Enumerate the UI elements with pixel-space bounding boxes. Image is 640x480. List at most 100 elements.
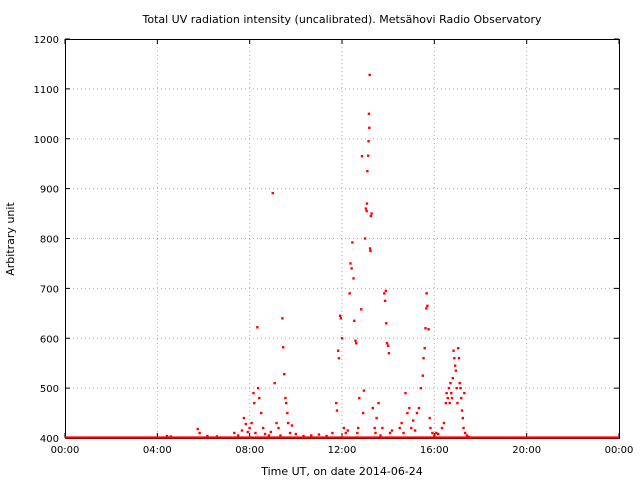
data-point [442, 421, 446, 425]
data-point [246, 430, 249, 434]
data-point [338, 314, 342, 318]
data-point [360, 308, 363, 311]
data-point [233, 431, 236, 435]
data-point [350, 267, 353, 270]
data-point [413, 429, 417, 432]
data-point [375, 416, 378, 420]
x-tick-label: 00:00 [51, 445, 80, 456]
data-point [353, 319, 356, 322]
data-point [450, 391, 453, 395]
data-point [242, 416, 246, 420]
x-axis-label: Time UT, on date 2014-06-24 [260, 465, 423, 478]
data-point [404, 391, 407, 395]
data-point [342, 426, 346, 430]
data-point [215, 435, 219, 438]
data-point [335, 401, 338, 405]
data-point [294, 432, 298, 436]
data-point [453, 357, 456, 360]
y-tick-label: 1200 [34, 35, 59, 46]
data-point [425, 307, 428, 310]
data-point [358, 396, 361, 400]
data-point [260, 411, 263, 415]
data-point [271, 191, 274, 195]
data-point [169, 435, 172, 438]
data-point [352, 277, 355, 280]
data-point [445, 391, 448, 395]
data-point [454, 369, 458, 372]
data-point [388, 431, 392, 435]
data-point [273, 381, 276, 385]
data-point [256, 326, 259, 329]
data-point [386, 344, 390, 347]
data-point [363, 237, 367, 240]
data-point [385, 342, 389, 345]
data-point [383, 299, 387, 303]
data-point [400, 421, 403, 425]
data-point [240, 429, 244, 432]
data-point [435, 431, 438, 435]
data-point [364, 207, 368, 210]
data-point [340, 337, 344, 340]
y-tick-label: 600 [40, 334, 59, 345]
data-point [433, 434, 436, 437]
data-point [369, 249, 372, 253]
data-point [440, 426, 444, 430]
data-point [424, 327, 427, 330]
data-point [261, 426, 265, 430]
data-point [383, 292, 386, 295]
data-point [456, 401, 459, 405]
data-point [367, 140, 370, 143]
data-point [460, 409, 464, 412]
x-tick-label: 16:00 [420, 445, 449, 456]
data-point [377, 401, 380, 405]
data-point [374, 431, 377, 435]
data-point [402, 431, 405, 435]
data-point [452, 349, 455, 352]
data-point [387, 352, 391, 355]
data-point [258, 396, 261, 400]
data-point [275, 421, 278, 425]
data-point [361, 411, 365, 415]
data-point [355, 342, 358, 345]
data-point [455, 386, 458, 390]
data-point [351, 241, 354, 244]
data-point [256, 386, 260, 390]
data-point [381, 426, 384, 430]
data-point [447, 386, 451, 390]
data-point [390, 429, 394, 432]
data-point [408, 406, 411, 410]
data-point [427, 328, 430, 331]
data-point [463, 431, 467, 435]
data-point [337, 357, 341, 360]
data-point [365, 202, 369, 205]
data-point [428, 416, 431, 420]
data-point [277, 426, 280, 430]
x-tick-label: 04:00 [143, 445, 172, 456]
data-point [356, 426, 360, 430]
data-point [336, 349, 340, 352]
data-point [431, 431, 434, 435]
data-point [317, 433, 321, 436]
data-point [410, 426, 413, 430]
data-point [406, 411, 409, 415]
data-point [325, 434, 328, 438]
data-point [269, 430, 273, 434]
y-tick-label: 1000 [34, 135, 59, 146]
data-point [348, 292, 351, 295]
data-point [421, 374, 424, 377]
x-tick-label: 12:00 [328, 445, 357, 456]
data-point [384, 289, 388, 293]
data-point [196, 427, 199, 431]
x-tick-label: 20:00 [512, 445, 541, 456]
data-point [286, 411, 289, 415]
data-point [444, 401, 448, 405]
y-tick-label: 900 [40, 185, 59, 196]
y-tick-label: 1100 [34, 85, 59, 96]
data-point [362, 389, 366, 392]
data-point [281, 317, 284, 320]
data-point [463, 391, 466, 395]
data-point [367, 112, 371, 116]
data-point [250, 421, 253, 425]
data-point [366, 154, 370, 157]
